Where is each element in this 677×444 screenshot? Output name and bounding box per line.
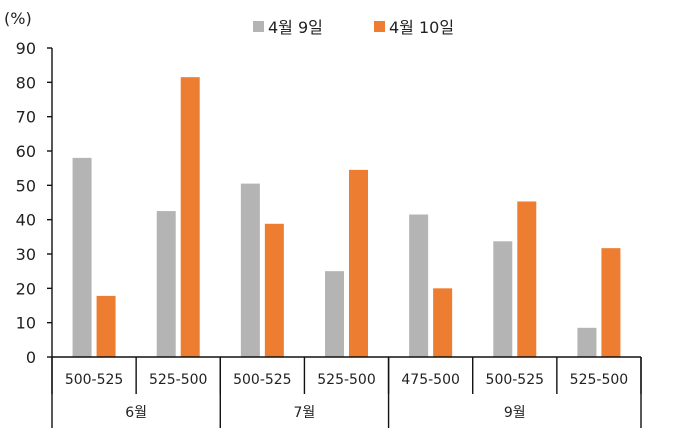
bar-series-2 bbox=[601, 248, 621, 357]
bar-series-2 bbox=[264, 223, 284, 357]
x-category-label: 500-525 bbox=[486, 372, 545, 388]
x-category-label: 500-525 bbox=[65, 372, 124, 388]
legend-swatch-series-2 bbox=[374, 21, 385, 32]
x-axis: 500-525 525-500 500-525 525-500 475-500 500-5… bbox=[51, 356, 642, 428]
bars bbox=[72, 77, 621, 357]
bar-series-1 bbox=[325, 271, 344, 357]
bar-series-2 bbox=[96, 295, 116, 357]
legend-label-series-1: 4월 9일 bbox=[268, 18, 323, 37]
bar-series-1 bbox=[577, 327, 597, 357]
x-category-label: 525-500 bbox=[317, 372, 376, 388]
y-tick-label: 0 bbox=[26, 348, 36, 367]
x-category-label: 475-500 bbox=[401, 372, 460, 388]
x-category-label: 525-500 bbox=[149, 372, 208, 388]
bar-series-1 bbox=[156, 211, 176, 357]
y-axis: 0 10 20 30 40 50 60 70 80 90 bbox=[16, 39, 53, 367]
x-group-label: 6월 bbox=[125, 405, 147, 421]
legend: 4월 9일 4월 10일 bbox=[253, 18, 454, 37]
bar-series-1 bbox=[493, 241, 513, 357]
x-group-label: 7월 bbox=[294, 405, 316, 421]
y-tick-label: 10 bbox=[16, 314, 36, 333]
y-tick-label: 80 bbox=[16, 73, 36, 92]
y-tick-label: 90 bbox=[16, 39, 36, 58]
bar-series-2 bbox=[349, 169, 368, 357]
y-tick-label: 20 bbox=[16, 279, 36, 298]
legend-swatch-series-1 bbox=[253, 21, 264, 32]
y-tick-label: 60 bbox=[16, 142, 36, 161]
y-unit-label: (%) bbox=[4, 9, 32, 28]
bar-series-2 bbox=[517, 201, 537, 357]
y-tick-label: 50 bbox=[16, 176, 36, 195]
legend-label-series-2: 4월 10일 bbox=[389, 18, 454, 37]
bar-series-2 bbox=[433, 288, 453, 357]
bar-series-1 bbox=[72, 157, 92, 357]
y-tick-label: 30 bbox=[16, 245, 36, 264]
x-category-label: 525-500 bbox=[570, 372, 629, 388]
x-category-label: 500-525 bbox=[233, 372, 292, 388]
bar-series-1 bbox=[240, 183, 260, 357]
bar-series-2 bbox=[180, 77, 200, 357]
bar-series-1 bbox=[409, 214, 429, 357]
y-tick-label: 40 bbox=[16, 211, 36, 230]
y-tick-label: 70 bbox=[16, 108, 36, 127]
x-group-label: 9월 bbox=[504, 405, 526, 421]
